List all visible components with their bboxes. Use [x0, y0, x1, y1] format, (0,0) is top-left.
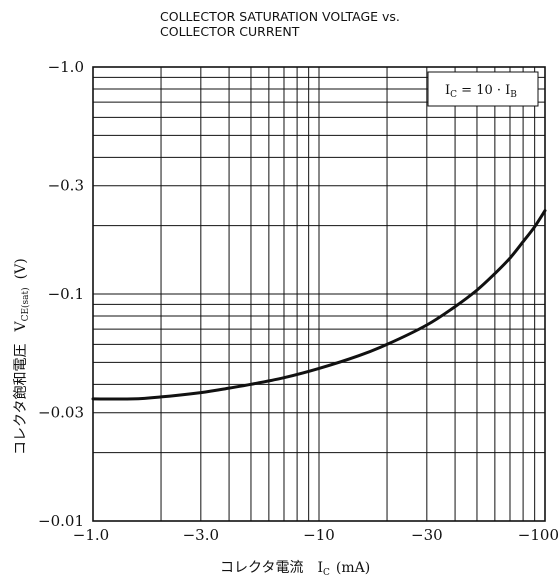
- x-tick-label: −3.0: [183, 526, 219, 544]
- y-axis-title: コレクタ飽和電圧 VCE(sat) (V): [12, 258, 31, 455]
- y-tick-label: −1.0: [48, 58, 84, 76]
- x-tick-label: −100: [518, 526, 558, 544]
- series-line: [91, 209, 547, 401]
- x-axis-symbol: I: [317, 560, 323, 576]
- legend-label: IC = 10 · IB: [445, 83, 517, 100]
- y-tick-label: −0.3: [48, 177, 84, 195]
- legend-main: I: [445, 83, 450, 98]
- x-axis-unit: (mA): [336, 560, 370, 576]
- title-line-2: COLLECTOR CURRENT: [160, 24, 300, 39]
- grid: [93, 67, 545, 521]
- x-tick-labels: −1.0 −3.0 −10 −30 −100: [73, 526, 558, 544]
- y-tick-labels: −1.0 −0.3 −0.1 −0.03 −0.01: [38, 58, 84, 530]
- x-axis-label: コレクタ電流 IC (mA): [220, 560, 370, 578]
- y-axis-symbol-sub: CE(sat): [20, 287, 31, 321]
- y-axis-unit: (V): [13, 258, 29, 279]
- title-line-1: COLLECTOR SATURATION VOLTAGE vs.: [160, 9, 400, 24]
- legend-sub: C: [450, 90, 457, 100]
- x-axis-title: コレクタ電流 IC (mA): [220, 560, 370, 578]
- y-axis-label-text: コレクタ飽和電圧: [12, 344, 29, 455]
- legend-rest: = 10 · I: [457, 83, 510, 98]
- x-tick-label: −10: [303, 526, 335, 544]
- y-tick-label: −0.03: [38, 404, 84, 422]
- x-axis-symbol-sub: C: [323, 568, 330, 578]
- y-axis-symbol: V: [13, 321, 29, 333]
- y-axis-label: コレクタ飽和電圧 VCE(sat) (V): [12, 258, 31, 455]
- legend-frame: [427, 71, 539, 107]
- x-axis-label-text: コレクタ電流: [220, 560, 303, 576]
- x-tick-label: −1.0: [73, 526, 109, 544]
- x-tick-label: −30: [411, 526, 443, 544]
- plot-frame: [92, 66, 546, 522]
- chart-title: COLLECTOR SATURATION VOLTAGE vs. COLLECT…: [160, 9, 400, 39]
- y-tick-label: −0.01: [38, 512, 84, 530]
- y-tick-label: −0.1: [48, 285, 84, 303]
- legend-box: IC = 10 · IB: [427, 71, 539, 107]
- legend-sub2: B: [510, 90, 517, 100]
